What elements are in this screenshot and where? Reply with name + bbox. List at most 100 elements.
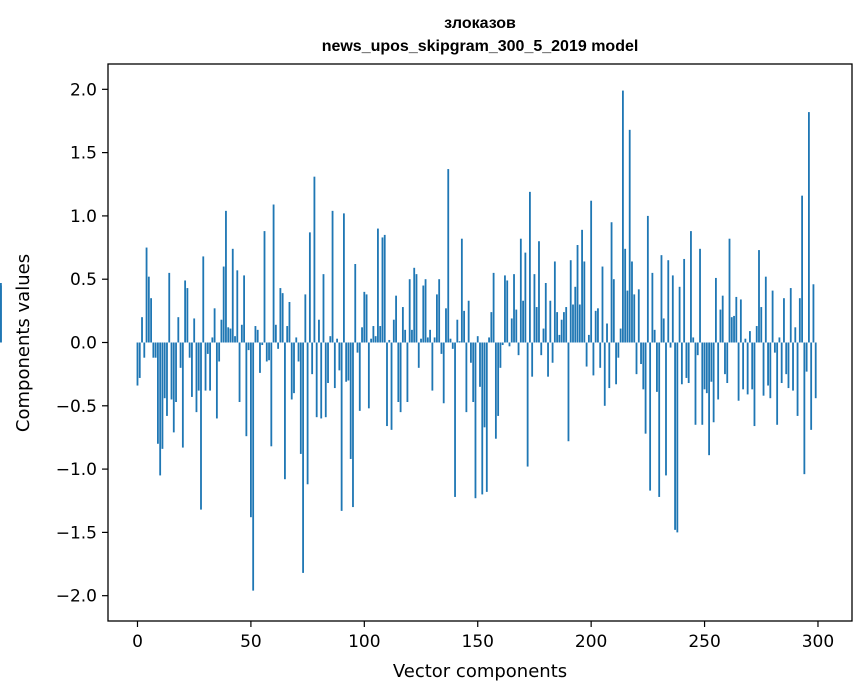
bar-176: [535, 307, 538, 343]
bar-140: [454, 342, 456, 497]
bar-101: [365, 294, 368, 343]
bar-134: [440, 342, 443, 354]
bar-21: [184, 280, 187, 343]
bar-33: [211, 337, 214, 343]
bar-108: [381, 237, 384, 343]
bar-72: [299, 342, 302, 454]
bar-208: [608, 342, 611, 389]
bar-120: [408, 279, 411, 343]
bar-105: [374, 336, 377, 343]
x-tick-label: 0: [132, 632, 143, 652]
bar-69: [293, 342, 295, 394]
bar-293: [801, 195, 803, 343]
bar-194: [576, 245, 579, 343]
bar-50: [250, 342, 252, 518]
bar-88: [336, 338, 338, 343]
bar-241: [683, 258, 686, 343]
bar-111: [388, 339, 391, 343]
bar-115: [397, 342, 400, 402]
bar-233: [665, 342, 667, 476]
bar-297: [810, 342, 813, 430]
bar-114: [395, 295, 397, 343]
bar-148: [472, 342, 475, 402]
y-tick-label: 2.0: [70, 80, 97, 100]
bar-138: [449, 338, 452, 343]
bar-227: [651, 272, 654, 343]
bar-95: [352, 342, 354, 508]
bar-156: [490, 312, 493, 343]
bar-247: [696, 342, 699, 356]
bar-151: [479, 342, 481, 387]
bar-14: [168, 272, 171, 343]
bar-143: [460, 238, 463, 343]
bar-76: [308, 232, 311, 343]
y-axis-ticks: −2.0 −1.5 −1.0 −0.5 0.0 0.5 1.0 1.5 2.0: [56, 80, 108, 607]
bar-237: [674, 342, 676, 530]
bar-197: [583, 261, 586, 343]
bar-18: [177, 317, 180, 343]
bar-211: [615, 342, 617, 385]
bar-239: [678, 286, 681, 343]
bar-112: [390, 342, 393, 430]
bar-232: [662, 318, 665, 343]
x-tick-label: 300: [802, 632, 834, 652]
bar-28: [200, 342, 202, 510]
bar-66: [286, 326, 289, 343]
bar-230: [658, 342, 661, 497]
bar-8: [154, 342, 157, 358]
bar-285: [783, 298, 785, 343]
bar-121: [411, 329, 413, 343]
bar-22: [186, 288, 189, 343]
bar-291: [796, 342, 799, 416]
bar-79: [315, 342, 318, 418]
bar-137: [447, 169, 450, 343]
x-tick-label: 100: [348, 632, 380, 652]
bar-110: [386, 342, 388, 427]
bar-153: [483, 342, 486, 428]
bar-65: [284, 342, 286, 480]
bar-154: [485, 342, 488, 492]
bar-255: [715, 277, 717, 343]
bar-195: [578, 304, 581, 343]
bar-198: [585, 342, 588, 367]
bar-193: [574, 286, 577, 343]
bar-25: [193, 318, 196, 343]
bar-149: [474, 342, 477, 499]
bar-216: [626, 290, 629, 343]
bar-27: [197, 342, 200, 391]
bar-174: [531, 342, 534, 377]
bar-173: [529, 191, 531, 343]
bar-159: [497, 342, 500, 416]
bar-51: [252, 342, 255, 591]
bar-210: [612, 279, 615, 343]
bar-86: [331, 210, 334, 343]
y-tick-label: −0.5: [56, 397, 97, 417]
bar-273: [755, 326, 758, 343]
bar-199: [587, 334, 590, 343]
bar-136: [445, 308, 447, 343]
bar-170: [522, 300, 524, 343]
bar-37: [220, 319, 223, 343]
bar-275: [760, 307, 763, 343]
bar-4: [145, 247, 148, 343]
bar-192: [572, 304, 574, 343]
bar-155: [488, 337, 490, 343]
bar-280: [771, 290, 774, 343]
bar-183: [551, 342, 554, 363]
bar-205: [601, 266, 604, 343]
bar-29: [202, 256, 205, 343]
bar-292: [798, 298, 801, 343]
bar-38: [222, 266, 225, 343]
bar-75: [306, 342, 309, 485]
bar-284: [780, 342, 783, 384]
bar-40: [227, 327, 230, 343]
bar-164: [508, 342, 511, 347]
bar-141: [456, 319, 459, 343]
bar-117: [401, 307, 404, 343]
bar-71: [297, 342, 300, 362]
bar-130: [431, 342, 434, 391]
bar-245: [692, 337, 695, 343]
bar-182: [549, 300, 552, 343]
bar-248: [699, 248, 701, 343]
bar-109: [383, 234, 386, 343]
